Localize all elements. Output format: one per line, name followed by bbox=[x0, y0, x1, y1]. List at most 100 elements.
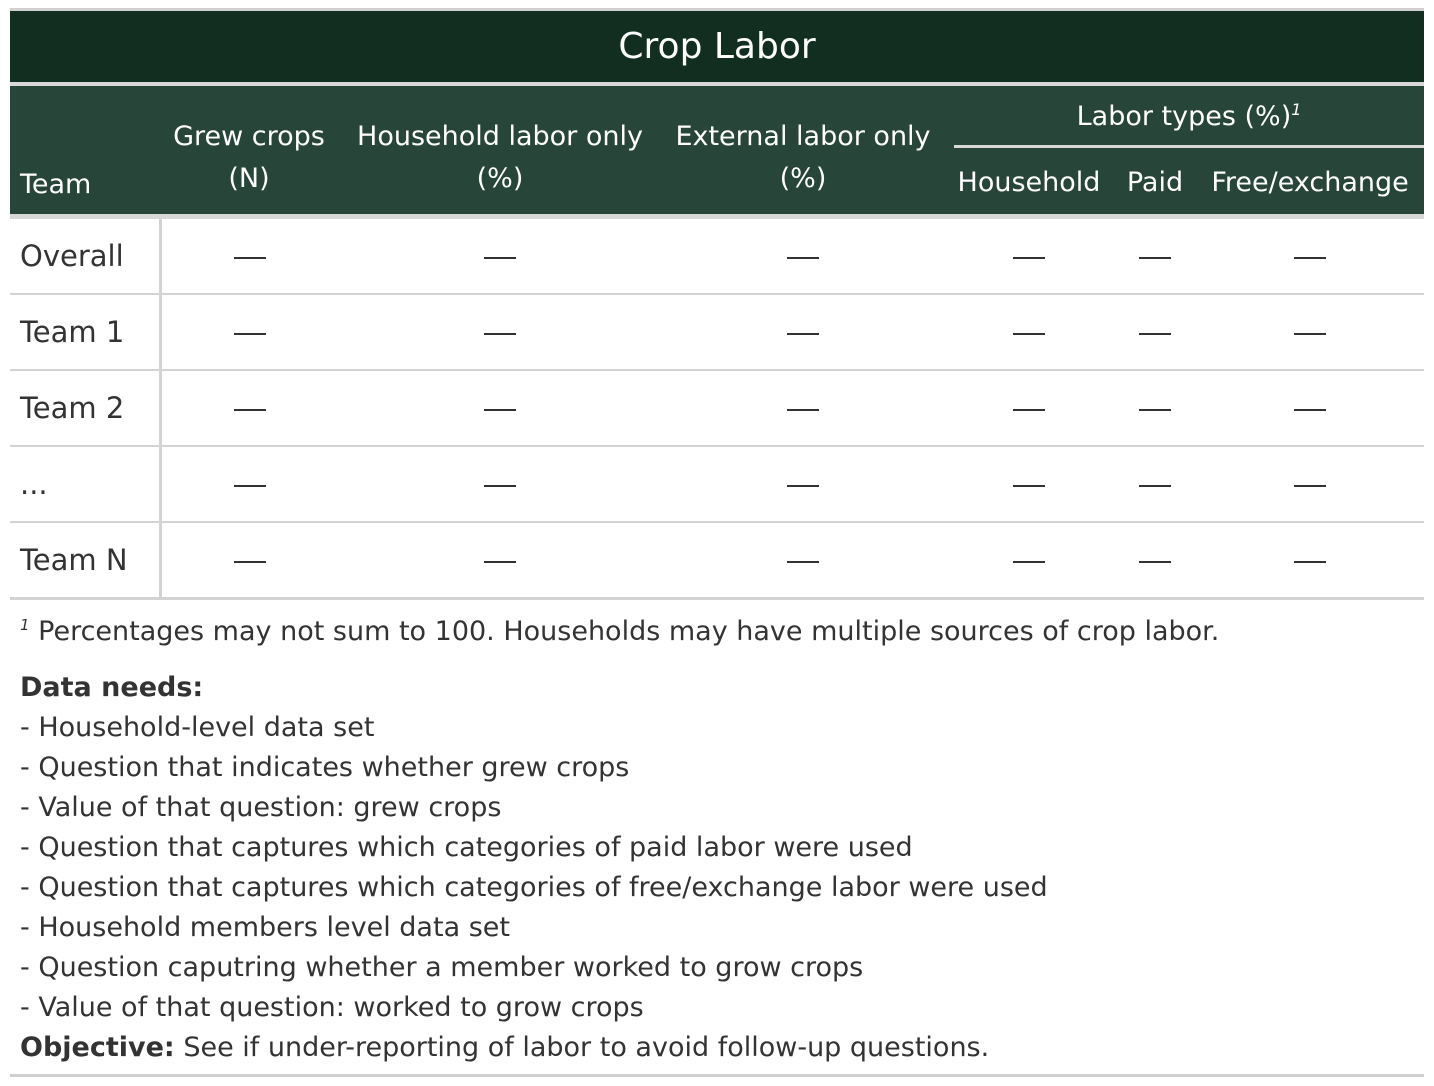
em-dash-placeholder bbox=[1294, 561, 1327, 563]
em-dash-placeholder bbox=[484, 561, 516, 563]
table-body: Overall Team 1 Team 2... Team N bbox=[10, 219, 1425, 600]
placeholder-cell bbox=[662, 219, 944, 295]
placeholder-cell bbox=[1114, 294, 1196, 371]
placeholder-cell bbox=[1196, 446, 1425, 523]
placeholder-cell bbox=[944, 294, 1114, 371]
placeholder-cell bbox=[160, 446, 338, 523]
column-header-household-labor-only-line1: Household labor only bbox=[357, 121, 643, 152]
placeholder-cell bbox=[160, 522, 338, 600]
em-dash-placeholder bbox=[233, 561, 266, 563]
data-needs-item: - Question that captures which categorie… bbox=[20, 872, 1048, 903]
column-header-free-exchange: Free/exchange bbox=[1196, 150, 1425, 217]
placeholder-cell bbox=[338, 370, 662, 447]
column-header-household-labor-only: Household labor only (%) bbox=[338, 84, 662, 217]
placeholder-cell bbox=[160, 294, 338, 371]
placeholder-cell bbox=[662, 370, 944, 447]
placeholder-cell bbox=[338, 294, 662, 371]
objective: Objective: See if under-reporting of lab… bbox=[20, 1028, 1424, 1068]
table-row: Team N bbox=[10, 522, 1425, 600]
row-label: Team N bbox=[10, 522, 162, 600]
placeholder-cell bbox=[1114, 446, 1196, 523]
em-dash-placeholder bbox=[787, 485, 819, 487]
em-dash-placeholder bbox=[1013, 257, 1045, 259]
em-dash-placeholder bbox=[1013, 409, 1045, 411]
row-label: Overall bbox=[10, 219, 162, 295]
em-dash-placeholder bbox=[484, 333, 516, 335]
row-label: ... bbox=[10, 446, 162, 523]
placeholder-cell bbox=[662, 522, 944, 600]
placeholder-cell bbox=[338, 219, 662, 295]
table-row: Team 2 bbox=[10, 370, 1425, 447]
em-dash-placeholder bbox=[484, 409, 516, 411]
em-dash-placeholder bbox=[1294, 257, 1327, 259]
em-dash-placeholder bbox=[787, 257, 819, 259]
em-dash-placeholder bbox=[233, 333, 266, 335]
em-dash-placeholder bbox=[1013, 561, 1045, 563]
footnote-mark: 1 bbox=[20, 616, 30, 634]
column-header-external-labor-only-line2: (%) bbox=[779, 163, 827, 194]
placeholder-cell bbox=[338, 522, 662, 600]
em-dash-placeholder bbox=[787, 409, 819, 411]
placeholder-cell bbox=[662, 446, 944, 523]
em-dash-placeholder bbox=[233, 485, 266, 487]
column-header-paid: Paid bbox=[1114, 150, 1196, 217]
column-header-team: Team bbox=[10, 84, 160, 217]
placeholder-cell bbox=[1196, 370, 1425, 447]
em-dash-placeholder bbox=[1139, 409, 1171, 411]
data-needs-item: - Household members level data set bbox=[20, 912, 510, 943]
crop-labor-table: Crop Labor Team Grew crops (N) Household… bbox=[10, 11, 1425, 600]
data-needs-item: - Question that indicates whether grew c… bbox=[20, 752, 630, 783]
table-title: Crop Labor bbox=[10, 11, 1425, 86]
column-header-household: Household bbox=[944, 150, 1114, 217]
column-header-grew-crops-line1: Grew crops bbox=[173, 121, 325, 152]
table-row: ... bbox=[10, 446, 1425, 523]
data-needs: Data needs: - Household-level data set - … bbox=[20, 668, 1424, 1068]
em-dash-placeholder bbox=[1294, 485, 1327, 487]
footnote-mark: 1 bbox=[1291, 100, 1302, 119]
em-dash-placeholder bbox=[1139, 333, 1171, 335]
em-dash-placeholder bbox=[1013, 485, 1045, 487]
footnote: 1 Percentages may not sum to 100. Househ… bbox=[20, 608, 1424, 656]
placeholder-cell bbox=[944, 370, 1114, 447]
column-header-external-labor-only: External labor only (%) bbox=[662, 84, 944, 217]
column-header-external-labor-only-line1: External labor only bbox=[675, 121, 931, 152]
placeholder-cell bbox=[662, 294, 944, 371]
column-spanner-labor-types: Labor types (%)1 bbox=[944, 84, 1425, 150]
em-dash-placeholder bbox=[787, 333, 819, 335]
placeholder-cell bbox=[1114, 370, 1196, 447]
em-dash-placeholder bbox=[1013, 333, 1045, 335]
data-needs-item: - Value of that question: worked to grow… bbox=[20, 992, 644, 1023]
em-dash-placeholder bbox=[1294, 409, 1327, 411]
column-header-grew-crops-line2: (N) bbox=[228, 163, 270, 194]
em-dash-placeholder bbox=[233, 409, 266, 411]
placeholder-cell bbox=[160, 219, 338, 295]
row-label: Team 1 bbox=[10, 294, 162, 371]
table-row: Overall bbox=[10, 219, 1425, 295]
footnote-text: Percentages may not sum to 100. Househol… bbox=[38, 616, 1220, 647]
placeholder-cell bbox=[1114, 522, 1196, 600]
em-dash-placeholder bbox=[1139, 257, 1171, 259]
spanner-label: Labor types (%) bbox=[1076, 101, 1292, 132]
column-header-grew-crops: Grew crops (N) bbox=[160, 84, 338, 217]
em-dash-placeholder bbox=[484, 485, 516, 487]
placeholder-cell bbox=[160, 370, 338, 447]
crop-labor-table-page: Crop Labor Team Grew crops (N) Household… bbox=[10, 8, 1425, 1077]
em-dash-placeholder bbox=[1294, 333, 1327, 335]
data-needs-label: Data needs: bbox=[20, 672, 204, 703]
em-dash-placeholder bbox=[1139, 561, 1171, 563]
column-header-household-labor-only-line2: (%) bbox=[476, 163, 524, 194]
bottom-rule bbox=[10, 1074, 1424, 1077]
em-dash-placeholder bbox=[787, 561, 819, 563]
em-dash-placeholder bbox=[484, 257, 516, 259]
data-needs-item: - Value of that question: grew crops bbox=[20, 792, 502, 823]
table-row: Team 1 bbox=[10, 294, 1425, 371]
objective-text: See if under-reporting of labor to avoid… bbox=[183, 1032, 990, 1063]
placeholder-cell bbox=[944, 219, 1114, 295]
em-dash-placeholder bbox=[233, 257, 266, 259]
top-rule bbox=[10, 8, 1424, 11]
placeholder-cell bbox=[1196, 219, 1425, 295]
placeholder-cell bbox=[944, 522, 1114, 600]
data-needs-item: - Question caputring whether a member wo… bbox=[20, 952, 864, 983]
em-dash-placeholder bbox=[1139, 485, 1171, 487]
objective-label: Objective: bbox=[20, 1032, 175, 1063]
